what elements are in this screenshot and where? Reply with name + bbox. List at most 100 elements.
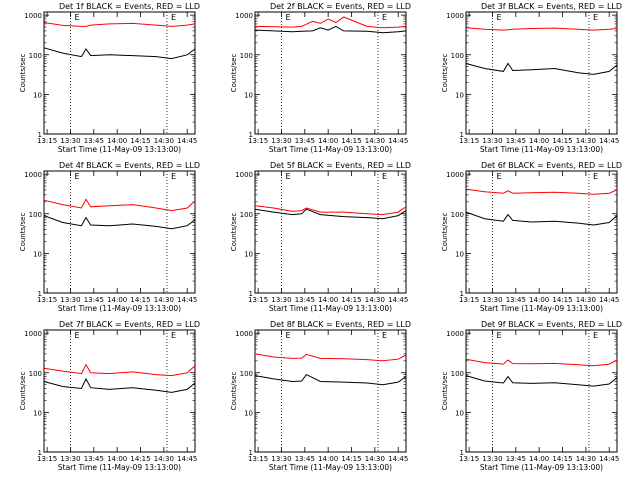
y-tick-label: 1000 xyxy=(235,330,253,338)
x-tick-label: 14:15 xyxy=(341,296,361,304)
x-tick-label: 14:15 xyxy=(552,455,572,463)
marker-label: E xyxy=(74,172,79,181)
events-series-line xyxy=(465,62,618,75)
x-axis-label: Start Time (11-May-09 13:13:00) xyxy=(480,463,603,472)
chart-title: Det 6f BLACK = Events, RED = LLD xyxy=(481,161,622,170)
chart-title: Det 4f BLACK = Events, RED = LLD xyxy=(59,161,200,170)
y-tick-label: 1000 xyxy=(446,12,464,20)
events-series-line xyxy=(254,373,407,386)
chart-panel: Det 4f BLACK = Events, RED = LLD E E 1 10 100… xyxy=(19,161,200,313)
x-tick-label: 14:45 xyxy=(388,137,408,145)
y-tick-label: 10 xyxy=(455,409,464,417)
y-tick-label: 1 xyxy=(38,449,42,457)
x-tick-label: 13:15 xyxy=(459,455,479,463)
plot-frame xyxy=(254,329,407,453)
chart-panel: Det 9f BLACK = Events, RED = LLD E E 1 10 100… xyxy=(441,320,622,472)
x-tick-label: 13:45 xyxy=(84,455,104,463)
marker-label: E xyxy=(74,13,79,22)
x-tick-label: 14:30 xyxy=(576,296,596,304)
x-tick-label: 14:15 xyxy=(130,137,150,145)
y-tick-label: 100 xyxy=(451,52,464,60)
x-tick-label: 14:15 xyxy=(552,296,572,304)
x-tick-label: 13:45 xyxy=(295,296,315,304)
chart-title: Det 7f BLACK = Events, RED = LLD xyxy=(59,320,200,329)
x-tick-label: 13:30 xyxy=(482,455,502,463)
x-axis-label: Start Time (11-May-09 13:13:00) xyxy=(480,145,603,154)
x-tick-label: 14:00 xyxy=(107,455,127,463)
marker-label: E xyxy=(382,331,387,340)
chart-title: Det 5f BLACK = Events, RED = LLD xyxy=(270,161,411,170)
x-tick-label: 13:45 xyxy=(295,137,315,145)
x-tick-label: 13:15 xyxy=(248,137,268,145)
lld-series-line xyxy=(254,16,407,29)
x-tick-label: 13:15 xyxy=(459,137,479,145)
x-tick-label: 13:15 xyxy=(459,296,479,304)
events-series-line xyxy=(465,375,618,387)
y-tick-label: 10 xyxy=(244,91,253,99)
x-tick-label: 13:15 xyxy=(248,296,268,304)
y-tick-label: 10 xyxy=(244,409,253,417)
events-series-line xyxy=(43,215,196,230)
x-axis-label: Start Time (11-May-09 13:13:00) xyxy=(269,463,392,472)
x-axis-label: Start Time (11-May-09 13:13:00) xyxy=(58,145,181,154)
plot-frame xyxy=(254,170,407,294)
y-tick-label: 100 xyxy=(29,211,42,219)
x-tick-label: 14:30 xyxy=(154,296,174,304)
x-tick-label: 14:45 xyxy=(177,455,197,463)
y-axis-label: Counts/sec xyxy=(230,54,238,93)
events-series-line xyxy=(254,25,407,34)
lld-series-line xyxy=(465,188,618,195)
x-tick-label: 14:15 xyxy=(552,137,572,145)
chart-panel: Det 3f BLACK = Events, RED = LLD E E 1 10 100… xyxy=(441,2,622,154)
y-tick-label: 10 xyxy=(455,250,464,258)
y-axis-label: Counts/sec xyxy=(19,54,27,93)
x-tick-label: 13:45 xyxy=(506,455,526,463)
y-tick-label: 100 xyxy=(240,370,253,378)
plot-frame xyxy=(465,11,618,135)
lld-series-line xyxy=(254,205,407,216)
y-tick-label: 100 xyxy=(240,211,253,219)
x-axis-label: Start Time (11-May-09 13:13:00) xyxy=(480,304,603,313)
marker-label: E xyxy=(382,172,387,181)
x-tick-label: 13:30 xyxy=(482,296,502,304)
plot-frame xyxy=(465,329,618,453)
x-tick-label: 13:15 xyxy=(37,137,57,145)
y-tick-label: 10 xyxy=(455,91,464,99)
x-tick-label: 13:30 xyxy=(271,455,291,463)
events-series-line xyxy=(43,377,196,393)
y-tick-label: 1000 xyxy=(446,171,464,179)
x-axis-label: Start Time (11-May-09 13:13:00) xyxy=(58,463,181,472)
x-tick-label: 14:15 xyxy=(341,137,361,145)
x-tick-label: 14:15 xyxy=(130,455,150,463)
x-tick-label: 14:45 xyxy=(388,296,408,304)
x-axis-label: Start Time (11-May-09 13:13:00) xyxy=(269,304,392,313)
marker-label: E xyxy=(285,13,290,22)
y-tick-label: 1 xyxy=(460,449,464,457)
x-tick-label: 13:45 xyxy=(506,137,526,145)
plot-frame xyxy=(465,170,618,294)
lld-series-line xyxy=(43,198,196,212)
plot-frame xyxy=(43,11,196,135)
x-tick-label: 13:45 xyxy=(506,296,526,304)
x-tick-label: 13:30 xyxy=(60,296,80,304)
marker-label: E xyxy=(171,172,176,181)
x-tick-label: 14:15 xyxy=(130,296,150,304)
chart-panel: Det 5f BLACK = Events, RED = LLD E E 1 10 100… xyxy=(230,161,411,313)
x-tick-label: 13:30 xyxy=(271,296,291,304)
chart-title: Det 3f BLACK = Events, RED = LLD xyxy=(481,2,622,11)
x-tick-label: 13:45 xyxy=(84,296,104,304)
chart-panel: Det 1f BLACK = Events, RED = LLD E E 1 10 100… xyxy=(19,2,200,154)
y-tick-label: 1 xyxy=(249,449,253,457)
plot-frame xyxy=(43,170,196,294)
x-tick-label: 14:45 xyxy=(388,455,408,463)
y-tick-label: 100 xyxy=(240,52,253,60)
events-series-line xyxy=(465,211,618,226)
marker-label: E xyxy=(171,331,176,340)
y-tick-label: 1000 xyxy=(24,171,42,179)
x-tick-label: 14:30 xyxy=(576,455,596,463)
x-tick-label: 14:00 xyxy=(318,296,338,304)
y-axis-label: Counts/sec xyxy=(230,213,238,252)
y-tick-label: 1 xyxy=(460,131,464,139)
x-tick-label: 14:00 xyxy=(107,137,127,145)
y-tick-label: 1 xyxy=(249,290,253,298)
